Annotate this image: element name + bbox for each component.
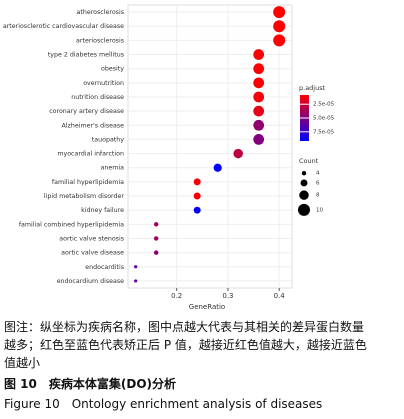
dot — [253, 91, 265, 103]
y-tick-label: endocarditis — [85, 264, 124, 271]
dot — [273, 6, 286, 19]
dot — [253, 119, 265, 131]
colorbar-label: 5.0e-05 — [313, 116, 335, 122]
dot — [153, 236, 159, 241]
y-tick-label: familial hyperlipidemia — [52, 179, 124, 186]
size-label: 6 — [316, 180, 320, 186]
y-tick-label: type 2 diabetes mellitus — [48, 52, 124, 59]
legend-title: Count — [299, 157, 319, 165]
dot — [193, 206, 201, 214]
dot — [134, 265, 138, 269]
dot — [273, 20, 286, 33]
dot — [213, 163, 222, 172]
y-tick-label: arteriosclerosis — [76, 37, 124, 44]
dot — [153, 250, 159, 255]
y-tick-label: Alzheimer's disease — [61, 122, 124, 129]
dot — [273, 34, 286, 47]
legend-title: p.adjust — [299, 84, 326, 92]
dot — [253, 63, 265, 75]
plot-panel — [127, 4, 293, 289]
y-tick-label: anemia — [101, 165, 125, 172]
y-tick-label: arteriosclerotic cardiovascular disease — [3, 23, 124, 30]
dot — [193, 178, 201, 186]
y-tick-label: aortic valve disease — [61, 250, 124, 257]
dot — [253, 77, 265, 89]
colorbar-label: 7.5e-05 — [313, 129, 335, 135]
colorbar-label: 2.5e-05 — [313, 102, 335, 108]
y-tick-label: tauopathy — [92, 136, 124, 143]
x-tick-label: 0.3 — [222, 292, 233, 300]
figure-title-en: Figure 10 Ontology enrichment analysis o… — [4, 397, 323, 411]
y-tick-label: coronary artery disease — [49, 108, 124, 115]
size-label: 4 — [316, 171, 320, 177]
size-label: 10 — [316, 207, 323, 213]
y-tick-label: overnutrition — [83, 80, 124, 87]
y-tick-label: kidney failure — [81, 207, 124, 214]
y-tick-label: atherosclerosis — [77, 9, 124, 16]
dot — [253, 49, 265, 60]
y-tick-label: familial combined hyperlipidemia — [19, 221, 124, 228]
y-tick-label: nutrition disease — [71, 94, 124, 101]
y-tick-label: myocardial infarction — [57, 151, 124, 158]
caption-line: 越多；红色至蓝色代表矫正后 P 值，越接近红色值越大，越接近蓝色 — [4, 338, 367, 352]
dot — [153, 222, 159, 227]
y-tick-label: endocardium disease — [57, 278, 124, 285]
x-tick-label: 0.4 — [274, 292, 286, 300]
dot — [253, 134, 265, 145]
chart: GeneRatio 0.2 0.3 0.4 atherosclerosis arteri… — [3, 4, 335, 311]
size-key — [301, 171, 307, 176]
size-key — [298, 203, 310, 216]
y-tick-label: lipid metabolism disorder — [44, 193, 125, 200]
x-tick-label: 0.2 — [171, 292, 182, 300]
dot — [134, 279, 138, 283]
x-axis-title: GeneRatio — [189, 303, 225, 311]
y-tick-label: aortic valve stenosis — [59, 235, 124, 242]
caption-line: 值越小 — [4, 356, 41, 370]
caption-line: 图注：纵坐标为疾病名称，图中点越大代表与其相关的差异蛋白数量 — [4, 320, 365, 334]
size-key — [300, 179, 308, 187]
size-key — [299, 190, 309, 200]
size-label: 8 — [316, 193, 320, 199]
dot — [253, 105, 265, 117]
dot — [193, 192, 201, 200]
dot — [233, 148, 243, 159]
y-tick-label: obesity — [101, 66, 124, 73]
figure-title-cn: 图 10 疾病本体富集(DO)分析 — [4, 377, 177, 391]
